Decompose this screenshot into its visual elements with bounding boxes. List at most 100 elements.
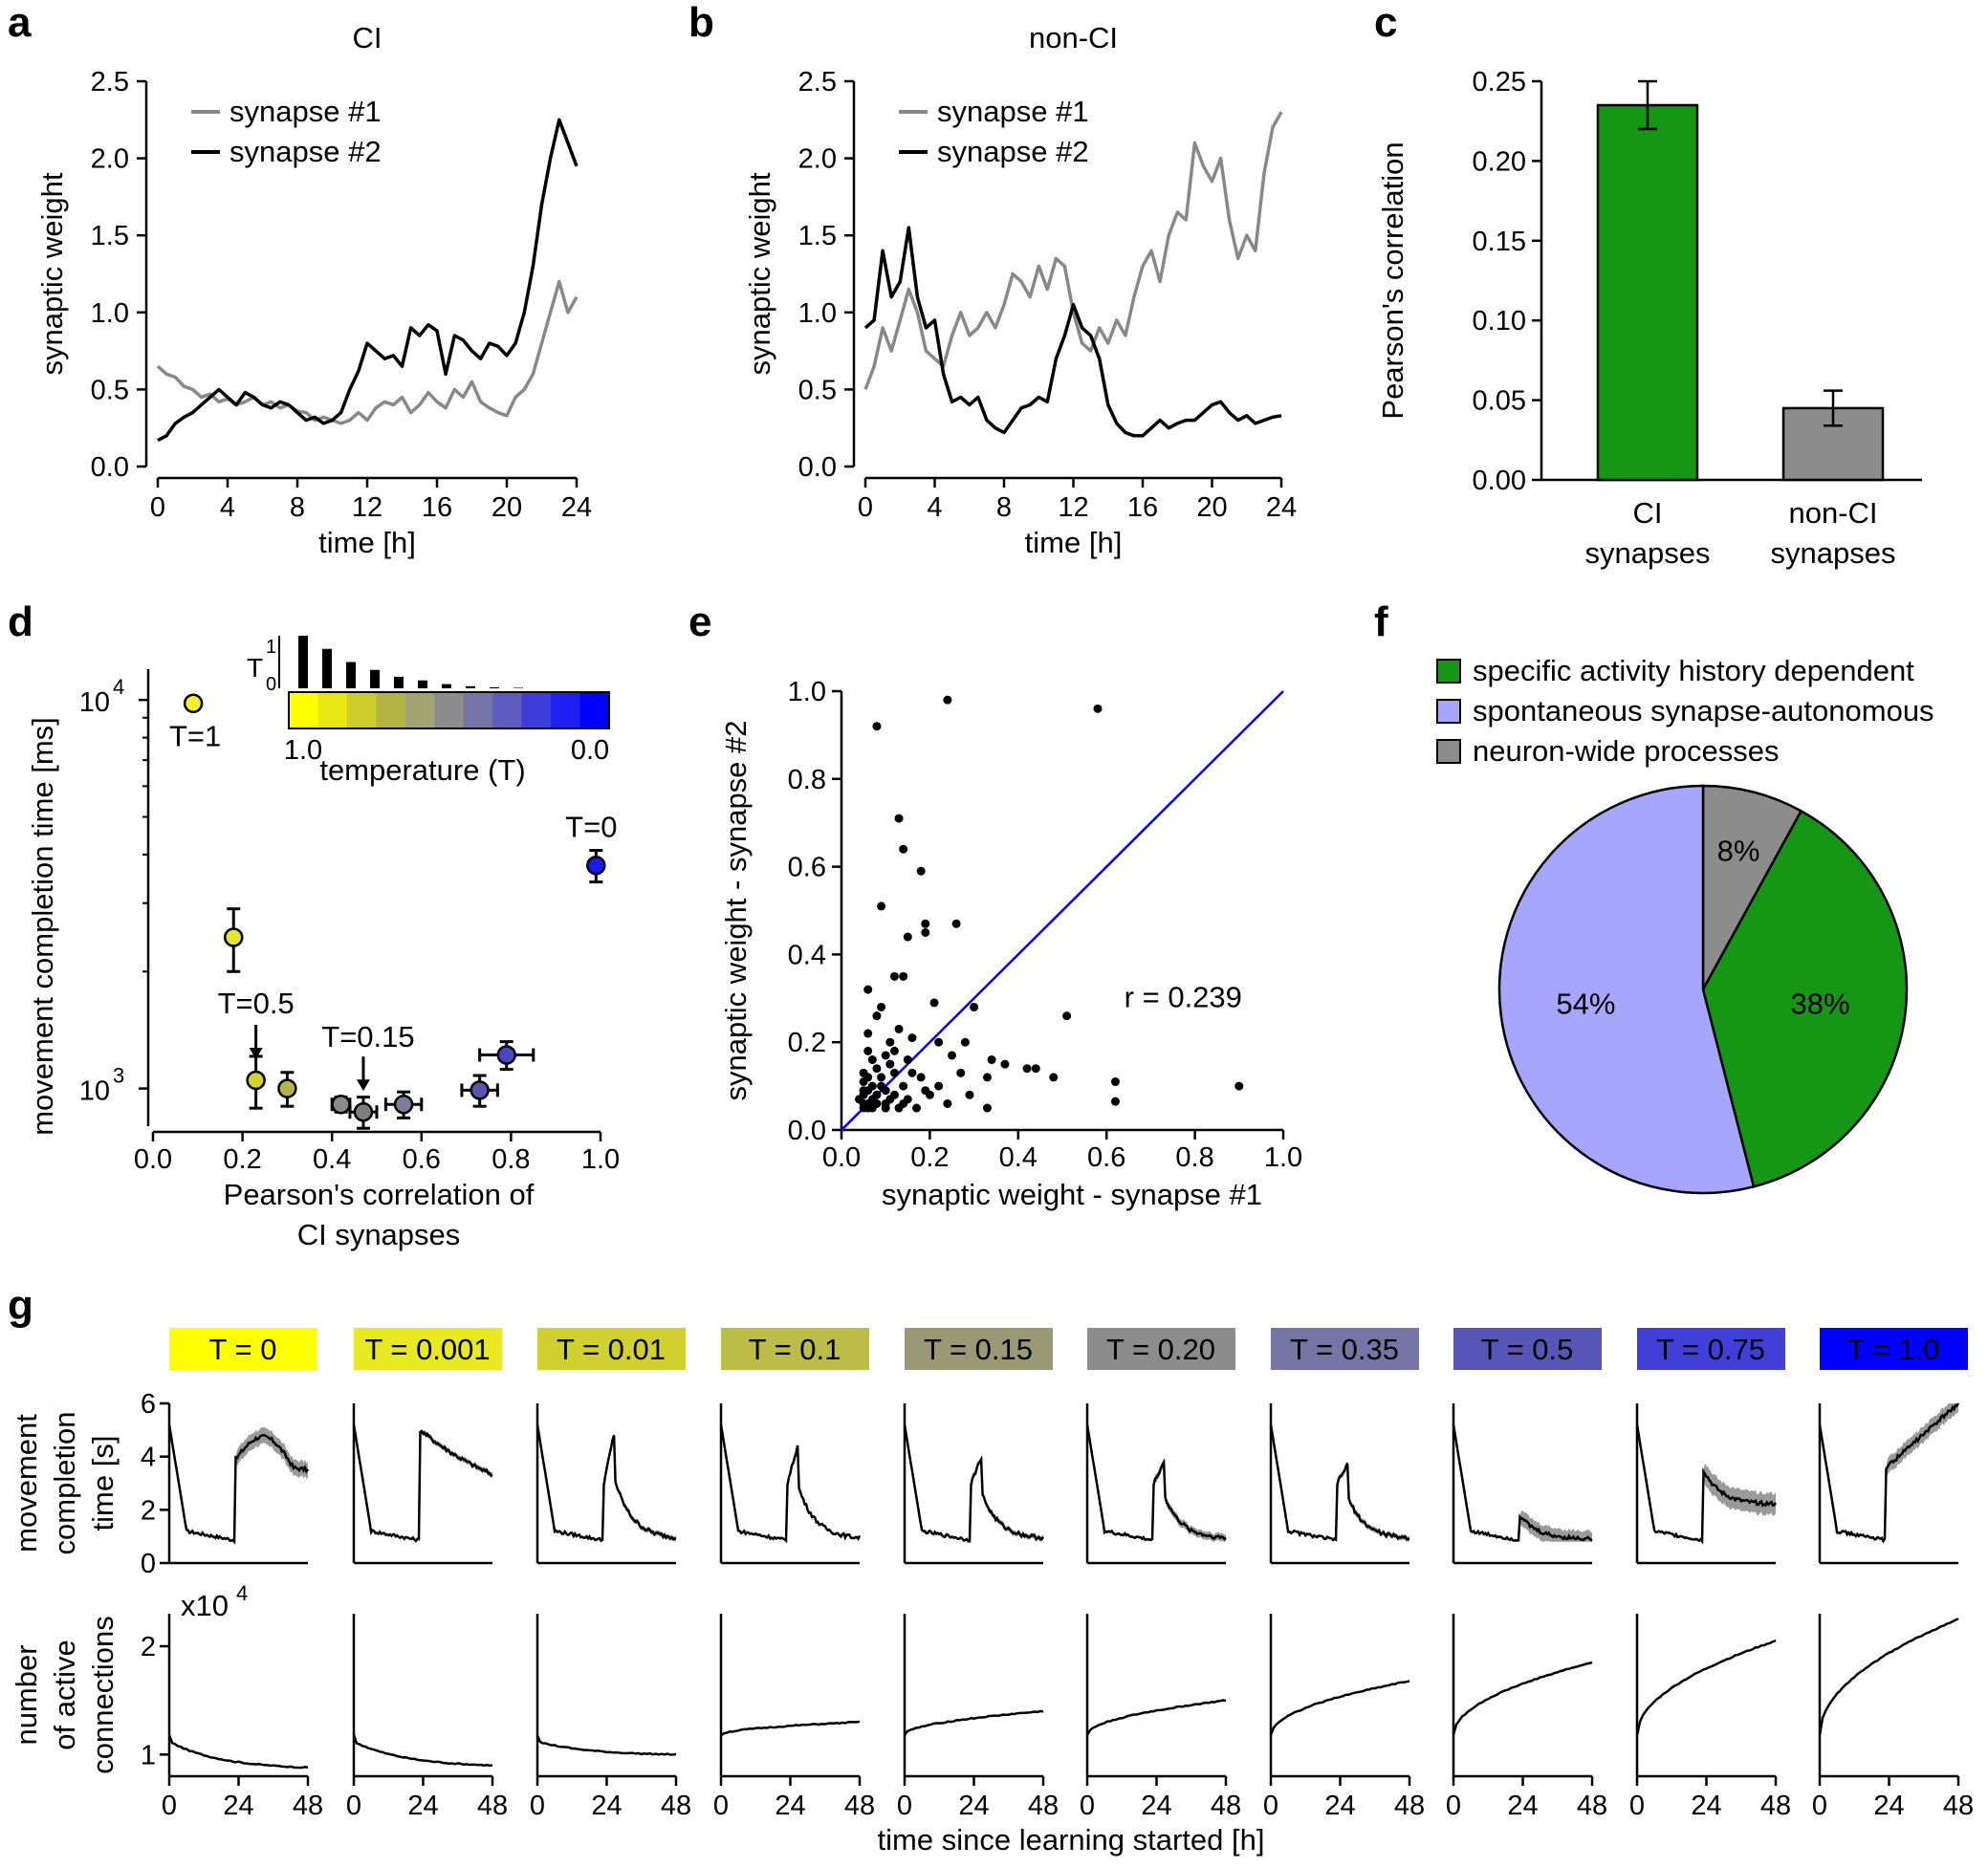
y-tick-label: 0.0	[798, 452, 837, 483]
shaded-error-band	[1637, 1423, 1776, 1542]
colorbar-border	[288, 691, 610, 729]
shaded-error-band	[169, 1423, 308, 1542]
condition-label: T = 0.75	[1656, 1333, 1765, 1366]
category-label: CI	[1633, 496, 1663, 530]
data-point	[960, 1037, 970, 1047]
data-point	[916, 1073, 926, 1082]
condition-label: T = 0.5	[1481, 1333, 1574, 1366]
data-point	[982, 1073, 992, 1082]
data-point	[859, 1086, 868, 1096]
data-point	[1062, 1011, 1072, 1021]
point-label: T=0	[565, 810, 617, 843]
y-axis-label: completion	[48, 1412, 81, 1555]
series-line	[903, 1709, 1044, 1736]
x-tick-label: 24	[561, 492, 592, 523]
panel-b-line-chart: non-CI 0.0 0.5 1.0 1.5 2.0 2.5 0 4 8 12 16 20 24 time …	[743, 21, 1297, 559]
series-line	[1085, 1699, 1227, 1736]
condition-label-box	[169, 1328, 317, 1370]
data-point	[881, 1098, 890, 1108]
x-tick-label: 12	[1058, 492, 1088, 523]
data-point	[353, 1101, 374, 1122]
data-point	[956, 1068, 966, 1077]
y-tick-label: 1.0	[91, 298, 129, 329]
colorbar-cell	[317, 692, 348, 728]
x-tick-label: 48	[1943, 1791, 1974, 1821]
shaded-error-band	[721, 1423, 860, 1542]
x-tick-label: 0	[162, 1791, 177, 1821]
data-point	[872, 722, 882, 731]
inset-hist-bar	[322, 648, 332, 688]
y-tick-label: 2.5	[798, 67, 837, 98]
data-point	[929, 998, 939, 1008]
panel-a-line-chart: CI 0.0 0.5 1.0 1.5 2.0 2.5 0 4 8 12 16 20 24 time [h] s…	[35, 21, 592, 559]
inset-hist-bar	[298, 636, 308, 688]
legend-swatch	[1436, 739, 1461, 764]
x-tick-label: 0	[150, 492, 165, 523]
condition-label: T = 0.20	[1106, 1333, 1215, 1366]
data-point	[907, 1033, 917, 1043]
category-label: synapses	[1585, 536, 1711, 570]
series-line	[352, 1424, 493, 1543]
y-tick-label: 4	[141, 1443, 156, 1473]
x-tick-label: 48	[1394, 1791, 1425, 1821]
y-axis-label: synaptic weight	[35, 172, 69, 375]
x-tick-label: 20	[1196, 492, 1227, 523]
data-point	[948, 1051, 956, 1060]
y-axis-label: time [s]	[86, 1436, 120, 1531]
chart-title: CI	[353, 21, 382, 54]
x-tick-label: 0	[346, 1791, 361, 1821]
y-tick-label: 10	[79, 687, 110, 718]
point-label: T=1	[169, 720, 221, 753]
condition-label-box	[1271, 1328, 1419, 1370]
x-tick-label: 20	[492, 492, 522, 523]
y-tick-exponent: 4	[113, 675, 124, 699]
data-point	[921, 927, 930, 937]
identity-line	[841, 690, 1284, 1131]
x-tick-label: 1.0	[581, 1144, 620, 1175]
colorbar-cell	[376, 692, 406, 728]
data-point	[934, 1037, 944, 1047]
x-tick-label: 0	[530, 1791, 545, 1821]
data-point	[223, 927, 244, 947]
y-tick-label: 0.6	[788, 853, 826, 883]
x-tick-label: 0.4	[999, 1142, 1038, 1173]
series-line	[157, 118, 579, 443]
y-tick-label: 0.20	[1473, 146, 1526, 177]
y-tick-label: 0.5	[798, 375, 837, 405]
data-point	[916, 866, 926, 876]
y-tick-label: 1.0	[788, 677, 826, 707]
multiplier-exponent: 4	[236, 1581, 248, 1605]
shaded-error-band	[905, 1423, 1043, 1542]
x-tick-label: 0.0	[822, 1142, 861, 1173]
shaded-error-band	[1820, 1403, 1958, 1542]
y-tick-label: 0.4	[788, 940, 826, 970]
data-point	[854, 1095, 863, 1104]
x-tick-label: 0	[1446, 1791, 1461, 1821]
data-point	[894, 1024, 904, 1033]
legend-label: synapse #1	[937, 95, 1089, 128]
legend-swatch	[1436, 659, 1461, 684]
y-tick-label: 0.0	[788, 1116, 826, 1146]
x-tick-label: 0.6	[403, 1144, 441, 1175]
y-tick-label: 0.2	[788, 1028, 826, 1058]
legend-label: spontaneous synapse-autonomous	[1473, 694, 1934, 728]
chart-title: non-CI	[1029, 21, 1118, 54]
series-line	[720, 1720, 861, 1737]
series-line	[1818, 1618, 1959, 1736]
x-tick-label: 8	[996, 492, 1012, 523]
x-tick-label: 24	[775, 1791, 805, 1821]
pie-label: 54%	[1556, 987, 1615, 1020]
colorbar-label: temperature (T)	[319, 753, 525, 787]
data-point	[877, 901, 886, 911]
data-point	[970, 1002, 979, 1011]
data-point	[859, 1103, 868, 1113]
x-tick-label: 24	[1324, 1791, 1355, 1821]
data-point	[889, 1090, 899, 1099]
data-point	[951, 919, 961, 928]
y-axis-label: synaptic weight - synapse #2	[719, 720, 753, 1100]
inset-tick-label: 0	[266, 674, 276, 695]
series-line	[1452, 1424, 1593, 1542]
x-tick-label: 24	[1873, 1791, 1904, 1821]
data-point	[881, 1086, 890, 1096]
point-label: T=0.5	[218, 987, 295, 1020]
